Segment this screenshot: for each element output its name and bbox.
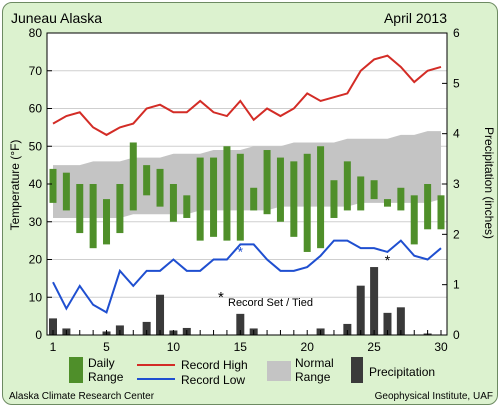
x-axis-tick-labels: 1 5 10 15 20 25 30 bbox=[50, 340, 448, 354]
daily-range-bar bbox=[383, 199, 391, 207]
x-tick-label: 25 bbox=[367, 340, 381, 354]
y-tick-label: 80 bbox=[29, 26, 43, 40]
x-tick-label: 5 bbox=[103, 340, 110, 354]
gridlines bbox=[47, 70, 447, 298]
daily-range-bar bbox=[397, 187, 405, 211]
daily-range-bar bbox=[424, 184, 432, 230]
legend-record-low-label: Record Low bbox=[181, 373, 245, 387]
y-tick-label: 60 bbox=[29, 102, 43, 116]
y-axis-label: Temperature (°F) bbox=[8, 140, 22, 231]
legend-normal-range-swatch bbox=[267, 361, 291, 381]
legend-record-high-label: Record High bbox=[181, 358, 248, 372]
record-marker: * bbox=[238, 243, 244, 259]
daily-range-bar bbox=[116, 184, 124, 234]
daily-range-bar bbox=[89, 184, 97, 249]
y-tick-label: 10 bbox=[29, 290, 43, 304]
y2-tick-label: 0 bbox=[453, 328, 460, 342]
precip-bar bbox=[236, 313, 245, 335]
record-low-line bbox=[52, 239, 442, 314]
daily-range-bar bbox=[317, 146, 325, 249]
y2-tick-label: 1 bbox=[453, 278, 460, 292]
precip-bar bbox=[370, 267, 379, 335]
y2-tick-label: 2 bbox=[453, 227, 460, 241]
daily-range-bar bbox=[370, 180, 378, 200]
legend-normal-range-label-2: Range bbox=[295, 370, 331, 384]
daily-range-bars bbox=[49, 142, 445, 252]
x-tick-label: 10 bbox=[167, 340, 181, 354]
daily-range-bar bbox=[236, 153, 244, 241]
daily-range-bar bbox=[76, 184, 84, 234]
y-tick-label: 0 bbox=[35, 328, 42, 342]
record-high-line bbox=[52, 54, 442, 137]
daily-range-bar bbox=[129, 142, 137, 211]
daily-range-bar bbox=[343, 161, 351, 211]
daily-range-bar bbox=[62, 172, 70, 211]
daily-range-bar bbox=[210, 157, 218, 237]
daily-range-bar bbox=[250, 187, 258, 211]
precip-bar bbox=[396, 307, 405, 335]
legend-precipitation-swatch bbox=[351, 357, 363, 383]
legend-daily-range-swatch bbox=[69, 357, 83, 383]
chart-title: Juneau Alaska bbox=[11, 10, 102, 26]
record-markers: ** bbox=[238, 243, 391, 268]
chart-subtitle: April 2013 bbox=[384, 10, 447, 26]
x-tick-label: 15 bbox=[234, 340, 248, 354]
record-marker: * bbox=[385, 252, 391, 268]
y-tick-label: 30 bbox=[29, 215, 43, 229]
daily-range-bar bbox=[263, 150, 271, 215]
y-axis-tick-labels: 0 10 20 30 40 50 60 70 80 bbox=[29, 26, 43, 342]
axis-ticks bbox=[47, 32, 447, 336]
x-tick-label: 20 bbox=[301, 340, 315, 354]
legend-daily-range-label-1: Daily bbox=[88, 356, 115, 370]
daily-range-bar bbox=[143, 165, 151, 196]
footer-left: Alaska Climate Research Center bbox=[9, 391, 155, 402]
legend-precipitation-label: Precipitation bbox=[369, 365, 435, 379]
daily-range-bar bbox=[196, 157, 204, 241]
y2-tick-label: 3 bbox=[453, 177, 460, 191]
daily-range-bar bbox=[437, 195, 445, 230]
legend-daily-range-label-2: Range bbox=[88, 370, 124, 384]
daily-range-bar bbox=[183, 195, 191, 218]
record-annotation: Record Set / Tied bbox=[228, 297, 313, 309]
annotation-star: * bbox=[218, 289, 224, 306]
y2-tick-label: 5 bbox=[453, 76, 460, 90]
y-tick-label: 20 bbox=[29, 253, 43, 267]
daily-range-bar bbox=[103, 199, 111, 245]
daily-range-bar bbox=[276, 157, 284, 222]
record-lines bbox=[52, 54, 442, 314]
y-tick-label: 50 bbox=[29, 139, 43, 153]
y-tick-label: 40 bbox=[29, 177, 43, 191]
footer-right: Geophysical Institute, UAF bbox=[375, 391, 493, 402]
precip-bar bbox=[356, 285, 365, 335]
daily-range-bar bbox=[357, 176, 365, 211]
precip-bar bbox=[49, 318, 57, 335]
x-tick-label: 30 bbox=[434, 340, 448, 354]
precip-bar bbox=[156, 294, 165, 335]
daily-range-bar bbox=[330, 180, 338, 218]
precip-bar bbox=[142, 321, 151, 335]
daily-range-bar bbox=[156, 168, 164, 207]
y2-axis-tick-labels: 0 1 2 3 4 5 6 bbox=[453, 26, 460, 342]
daily-range-bar bbox=[410, 195, 418, 245]
y2-tick-label: 6 bbox=[453, 26, 460, 40]
x-tick-label: 1 bbox=[50, 340, 57, 354]
daily-range-bar bbox=[290, 161, 298, 237]
daily-range-bar bbox=[169, 184, 177, 222]
legend-normal-range-label-1: Normal bbox=[295, 356, 334, 370]
precip-bar bbox=[383, 312, 392, 335]
daily-range-bar bbox=[223, 146, 231, 241]
y2-tick-label: 4 bbox=[453, 127, 460, 141]
y2-axis-label: Precipitation (inches) bbox=[482, 127, 496, 239]
daily-range-bar bbox=[303, 153, 311, 252]
y-tick-label: 70 bbox=[29, 64, 43, 78]
precip-bar bbox=[343, 323, 352, 335]
legend: Daily Range Record High Record Low Norma… bbox=[69, 356, 435, 387]
daily-range-bar bbox=[49, 168, 57, 203]
